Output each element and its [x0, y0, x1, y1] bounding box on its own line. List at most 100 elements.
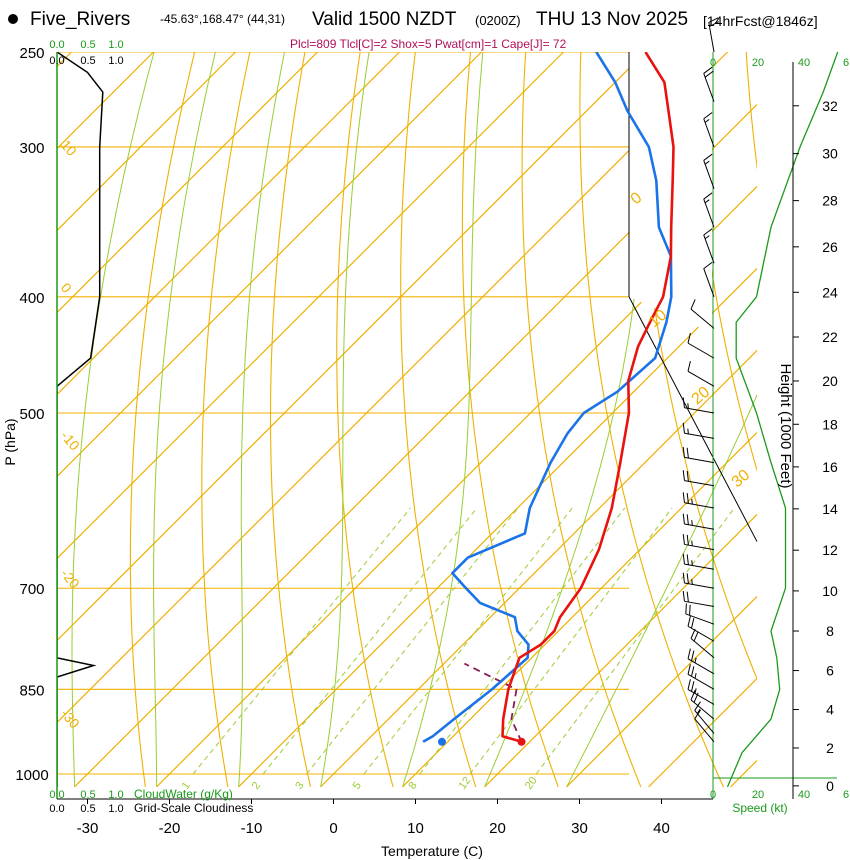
cloudiness-scale-label: 0.5	[80, 55, 95, 67]
cloudiness-scale-label: 0.5	[80, 803, 95, 815]
parcel-path-line	[464, 662, 523, 743]
wind-barb	[682, 513, 715, 530]
wind-speed-line	[726, 51, 839, 788]
height-tick-label: 0	[826, 778, 834, 794]
height-tick-label: 6	[826, 663, 834, 679]
wind-barb	[694, 701, 715, 734]
cloudiness-line	[57, 52, 104, 787]
wind-barb	[703, 228, 715, 264]
pressure-tick-label: 500	[19, 406, 44, 423]
height-tick-label: 16	[822, 459, 838, 475]
station-name: Five_Rivers	[30, 9, 131, 30]
height-tick-label: 12	[822, 542, 838, 558]
wind-barb	[682, 590, 715, 608]
cloudwater-scale-label: 0.5	[80, 789, 95, 801]
isotherm-line	[156, 185, 757, 788]
x-tick-label: 20	[489, 820, 506, 837]
wind-barb	[682, 447, 715, 464]
cloudiness-scale-label: 1.0	[108, 55, 123, 67]
wind-barb	[687, 664, 715, 690]
wind-barb	[703, 112, 715, 148]
isotherm-line	[57, 52, 318, 314]
isotherm-label: 0	[58, 280, 75, 296]
cloudwater-scale-label: 1.0	[108, 789, 123, 801]
wind-barb	[687, 361, 715, 387]
station-marker-icon	[8, 14, 18, 24]
mixing-ratio-line	[419, 507, 626, 775]
wind-barb	[708, 17, 720, 53]
mixing-ratio-line	[535, 507, 735, 775]
height-tick-label: 28	[822, 193, 838, 209]
wind-scale-label: 0	[710, 789, 716, 801]
wind-barb	[687, 648, 715, 675]
cloudwater-scale-label: 0.0	[49, 789, 64, 801]
mixing-ratio-line	[262, 507, 478, 775]
height-tick-label: 30	[822, 146, 838, 162]
wind-scale-label: 0	[710, 57, 716, 69]
temperature-profile-line	[501, 52, 675, 744]
moist-adiabat-line	[153, 52, 216, 787]
cloudiness-scale-label: 1.0	[108, 803, 123, 815]
wind-barb	[703, 261, 715, 297]
isotherm-line	[57, 52, 400, 396]
x-tick-label: 40	[653, 820, 670, 837]
dry-adiabat-line	[129, 52, 196, 787]
wind-barb	[685, 603, 715, 625]
cloudwater-scale-label: 0.5	[80, 39, 95, 51]
sounding-parameters: Plcl=809 Tlcl[C]=2 Shox=5 Pwat[cm]=1 Cap…	[290, 37, 567, 51]
mixing-ratio-label: 3	[293, 780, 306, 792]
wind-barb	[687, 615, 715, 642]
height-axis-title: Height (1000 Feet)	[777, 363, 794, 488]
wind-barb	[682, 422, 715, 439]
wind-barb	[703, 153, 715, 189]
mixing-ratio-label: 8	[406, 780, 419, 792]
moist-adiabat-line	[402, 52, 484, 788]
moist-adiabat-line	[71, 52, 155, 787]
height-tick-label: 14	[822, 501, 838, 517]
moist-adiabat-line	[320, 52, 370, 787]
cloudwater-scale-label: 0.0	[49, 39, 64, 51]
wind-barb	[703, 192, 715, 228]
pressure-tick-label: 1000	[15, 767, 48, 784]
valid-date: THU 13 Nov 2025	[536, 9, 689, 30]
pressure-tick-label: 700	[19, 581, 44, 598]
isotherm-line	[57, 52, 564, 560]
mixing-ratio-label: 1	[180, 780, 193, 792]
valid-time: Valid 1500 NZDT	[312, 9, 457, 30]
height-tick-label: 24	[822, 284, 838, 300]
wind-barb	[690, 690, 715, 720]
cloudwater-label: CloudWater (g/Kg)	[134, 787, 233, 801]
wind-scale-label: 20	[752, 57, 764, 69]
height-tick-label: 20	[822, 373, 838, 389]
wind-barb	[682, 553, 715, 570]
height-tick-label: 32	[822, 98, 838, 114]
wind-scale-label: 40	[798, 789, 810, 801]
corner-mask	[629, 52, 712, 333]
wind-barb	[687, 679, 715, 705]
height-tick-label: 10	[822, 583, 838, 599]
isotherm-line	[402, 431, 757, 788]
dry-adiabat-line	[400, 52, 477, 788]
y-axis-title: P (hPa)	[2, 418, 18, 465]
dry-adiabat-line	[201, 52, 251, 787]
surface-dewpoint-dot	[437, 737, 446, 746]
wind-barb	[682, 397, 715, 414]
wind-barb	[703, 66, 715, 102]
isotherm-line	[57, 52, 728, 724]
height-tick-label: 4	[826, 702, 834, 718]
cloudiness-scale-label: 0.0	[49, 803, 64, 815]
wind-barb	[682, 572, 715, 589]
height-tick-label: 18	[822, 416, 838, 432]
dry-adiabat-line	[461, 52, 559, 788]
isotherm-label: 30	[729, 467, 754, 492]
wind-barb	[682, 534, 715, 551]
wind-barb	[690, 299, 715, 329]
mixing-ratio-line	[192, 507, 411, 775]
isotherm-label: 10	[58, 137, 80, 159]
isotherm-line	[238, 267, 757, 788]
isotherm-label: -10	[58, 428, 83, 454]
height-tick-label: 26	[822, 239, 838, 255]
cloudiness-label: Grid-Scale Cloudiness	[134, 801, 253, 815]
forecast-info: [14hrFcst@1846z]	[703, 13, 818, 29]
